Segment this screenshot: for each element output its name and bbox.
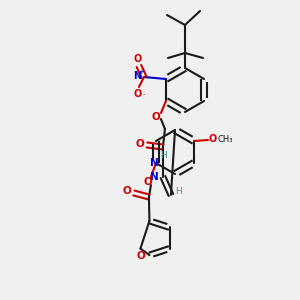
Text: N: N: [133, 71, 141, 81]
Text: H: H: [160, 152, 167, 160]
Text: CH₃: CH₃: [217, 134, 233, 143]
Text: H: H: [176, 188, 182, 196]
Text: O: O: [152, 112, 160, 122]
Text: O: O: [134, 89, 142, 99]
Text: O: O: [134, 54, 142, 64]
Text: O: O: [136, 139, 144, 149]
Text: -: -: [143, 91, 145, 97]
Text: +: +: [138, 69, 144, 75]
Text: O: O: [123, 186, 131, 196]
Text: O: O: [209, 134, 217, 144]
Text: O: O: [144, 177, 152, 187]
Text: N: N: [150, 158, 158, 168]
Text: N: N: [150, 172, 158, 182]
Text: O: O: [136, 250, 145, 261]
